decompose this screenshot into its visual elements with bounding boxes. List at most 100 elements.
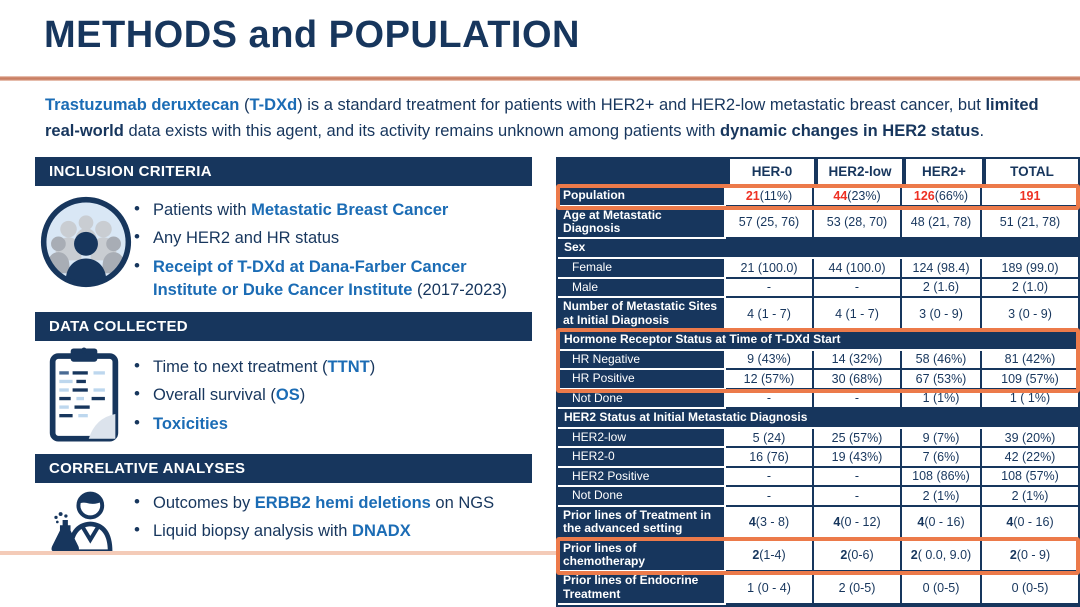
value-cell: 2 (1.6) <box>902 278 982 299</box>
text-span: Any HER2 and HR status <box>153 229 340 248</box>
value-lead: 4 <box>748 515 756 530</box>
value-cell: 0 (0-5) <box>902 572 982 606</box>
table-row: HER2-0 16 (76) 19 (43%) 7 (6%) 42 (22%) <box>558 448 1078 468</box>
value-cell: - <box>726 278 814 299</box>
value-cell: 4 (0 - 16) <box>982 506 1078 540</box>
value-cell: 30 (68%) <box>814 370 902 390</box>
table-row: HR Negative 9 (43%) 14 (32%) 58 (46%) 81 (42… <box>558 350 1078 371</box>
text-span: . <box>979 122 985 141</box>
row-label: HER2 Positive <box>558 467 726 488</box>
table-row: Population 21 (11%) 44 (23%) 126 (66%) 191 <box>556 184 1080 211</box>
bottom-accent-strip <box>0 551 1080 555</box>
value-cell: 42 (22%) <box>982 448 1078 468</box>
value-cell: 57 (25, 76) <box>726 206 814 240</box>
table-row: Prior lines of Treatment in the advanced… <box>558 506 1078 540</box>
value-rest: (0 - 12) <box>840 515 881 530</box>
value-rest: (66%) <box>934 188 969 203</box>
value-cell: 48 (21, 78) <box>902 206 982 240</box>
value-rest: (11%) <box>759 188 793 203</box>
text-span: DNADX <box>352 522 411 541</box>
value-cell: 2 (0 - 9) <box>982 539 1078 573</box>
table-row: Not Done - -1 (1%) 1 ( 1%) <box>558 389 1078 410</box>
value-cell: 25 (57%) <box>814 428 902 449</box>
value-cell: 4 (1 - 7) <box>726 298 814 331</box>
value-cell: - <box>726 487 814 507</box>
row-label: Male <box>558 278 726 299</box>
row-label: HR Positive <box>558 370 726 390</box>
column-header: HER2-low <box>814 159 902 188</box>
bullet-item: Patients with Metastatic Breast Cancer <box>130 197 528 222</box>
table-row: Age at Metastatic Diagnosis 57 (25, 76) 53… <box>558 206 1078 240</box>
population-table: HER-0 HER2-low HER2+ TOTAL Population 21 (11%… <box>556 157 1080 607</box>
row-label: Age at Metastatic Diagnosis <box>558 206 726 240</box>
data-collected-list: Time to next treatment (TTNT)Overall sur… <box>130 354 528 441</box>
page-title: METHODS and POPULATION <box>44 14 580 56</box>
scientist-icon <box>48 487 130 554</box>
table-row: Not Done - -2 (1%) 2 (1%) <box>558 487 1078 507</box>
value-cell: 2 (0-6) <box>814 539 902 573</box>
text-span: Liquid biopsy analysis with <box>153 522 353 541</box>
table-row: Prior lines of Endocrine Treatment 1 (0 -… <box>558 572 1078 606</box>
value-cell: 126 (66%) <box>902 187 982 207</box>
table-section-row: Hormone Receptor Status at Time of T-DXd… <box>558 330 1078 351</box>
bullet-item: Time to next treatment (TTNT) <box>130 354 528 379</box>
row-label: Prior lines of chemotherapy <box>558 539 726 573</box>
value-cell: 44 (23%) <box>814 187 902 207</box>
value-cell: - <box>726 389 814 410</box>
value-cell: 9 (7%) <box>902 428 982 449</box>
section-header-label: INCLUSION CRITERIA <box>49 163 212 180</box>
value-cell: 51 (21, 78) <box>982 206 1078 240</box>
text-span: ) <box>369 358 376 376</box>
correlative-analyses-list: Outcomes by ERBB2 hemi deletions on NGS L… <box>130 490 550 549</box>
value-cell: 53 (28, 70) <box>814 206 902 240</box>
row-label: HR Negative <box>558 350 726 371</box>
value-cell: 3 (0 - 9) <box>902 298 982 331</box>
value-cell: 189 (99.0) <box>982 259 1078 279</box>
column-header: HER-0 <box>726 159 814 188</box>
text-span: Metastatic Breast Cancer <box>251 201 449 219</box>
table-row: Number of Metastatic Sites at Initial Di… <box>558 298 1078 331</box>
text-span: ERBB2 hemi deletions <box>254 494 431 512</box>
people-group-icon <box>40 196 132 288</box>
value-cell: 4 (1 - 7) <box>814 298 902 331</box>
value-cell: - <box>814 467 902 488</box>
table-section-row: Sex <box>558 239 1078 260</box>
value-cell: 1 ( 1%) <box>982 389 1078 410</box>
table-row: Prior lines of chemotherapy 2 (1-4) 2 (0-6… <box>556 536 1080 576</box>
table-row: Female 21 (100.0) 44 (100.0) 124 (98.4) 189 … <box>558 259 1078 279</box>
value-cell: 81 (42%) <box>982 350 1078 371</box>
bullet-item: Any HER2 and HR status <box>130 225 528 250</box>
row-label: Not Done <box>558 389 726 410</box>
row-label: Female <box>558 259 726 279</box>
bullet-item: Receipt of T-DXd at Dana-Farber Cancer I… <box>130 254 528 303</box>
value-lead: 4 <box>917 515 925 530</box>
inclusion-criteria-list: Patients with Metastatic Breast Cancer An… <box>130 197 528 308</box>
value-lead: 4 <box>833 515 841 530</box>
value-cell: 2 ( 0.0, 9.0) <box>902 539 982 573</box>
value-cell: 4 (0 - 12) <box>814 506 902 540</box>
row-label: Prior lines of Treatment in the advanced… <box>558 506 726 540</box>
value-cell: 44 (100.0) <box>814 259 902 279</box>
value-cell: 191 <box>982 187 1078 207</box>
value-lead: 4 <box>1006 515 1014 530</box>
value-cell: 124 (98.4) <box>902 259 982 279</box>
value-cell: 2 (0-5) <box>814 572 902 606</box>
text-span: ) is a standard treatment for patients w… <box>297 96 986 114</box>
value-cell: - <box>814 487 902 507</box>
text-span: OS <box>275 386 300 405</box>
row-label: Not Done <box>558 487 726 507</box>
value-lead: 126 <box>913 188 935 203</box>
text-span: data exists with this agent, and its act… <box>123 122 720 141</box>
column-header: HER2+ <box>902 159 982 188</box>
bullet-item: Liquid biopsy analysis with DNADX <box>130 518 550 543</box>
value-cell: 5 (24) <box>726 428 814 449</box>
table-row: HER2 Positive - -108 (86%) 108 (57%) <box>558 467 1078 488</box>
row-label: HER2-low <box>558 428 726 449</box>
value-cell: 21 (11%) <box>726 187 814 207</box>
table-section-row: HER2 Status at Initial Metastatic Diagno… <box>558 409 1078 429</box>
value-lead: 44 <box>833 188 848 203</box>
text-span: ) <box>299 386 306 405</box>
value-cell: 4 (0 - 16) <box>902 506 982 540</box>
value-cell: 2 (1%) <box>982 487 1078 507</box>
highlight-group: Hormone Receptor Status at Time of T-DXd… <box>556 327 1080 393</box>
